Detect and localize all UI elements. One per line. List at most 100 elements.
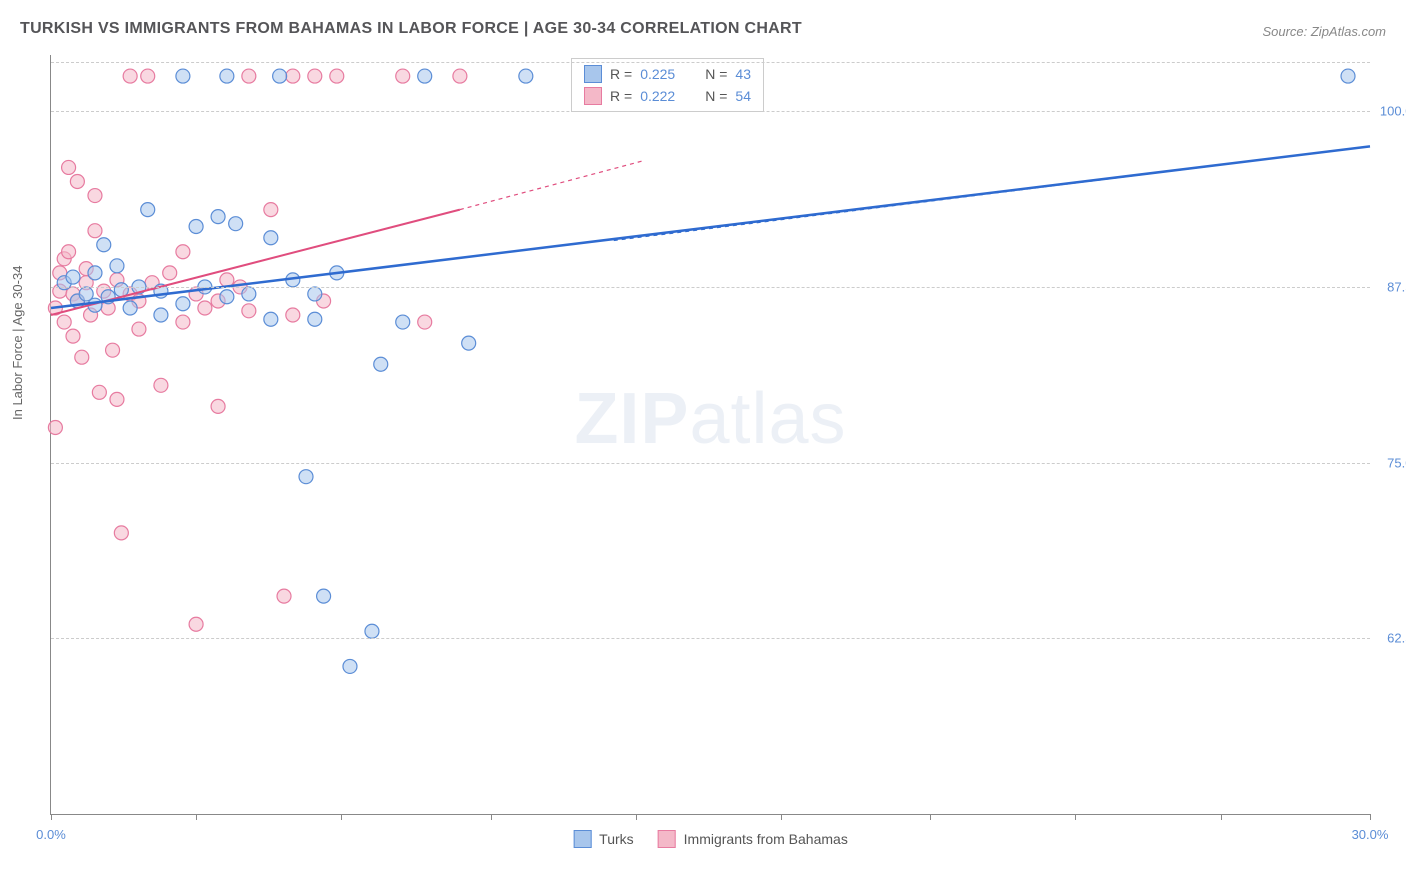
- scatter-point: [141, 203, 155, 217]
- y-tick-label: 62.5%: [1387, 631, 1406, 646]
- legend-n-value: 43: [735, 66, 751, 82]
- legend-label: Turks: [599, 831, 633, 847]
- scatter-point: [317, 589, 331, 603]
- scatter-point: [88, 189, 102, 203]
- y-tick-label: 75.0%: [1387, 455, 1406, 470]
- legend-row: R = 0.222 N = 54: [584, 85, 751, 107]
- scatter-point: [48, 420, 62, 434]
- plot-svg: [51, 55, 1370, 814]
- scatter-point: [374, 357, 388, 371]
- scatter-point: [229, 217, 243, 231]
- scatter-point: [66, 270, 80, 284]
- gridline: [51, 638, 1370, 639]
- x-tick: [636, 814, 637, 820]
- scatter-point: [97, 238, 111, 252]
- x-tick: [1075, 814, 1076, 820]
- scatter-point: [141, 69, 155, 83]
- regression-line-dashed: [460, 160, 645, 209]
- scatter-point: [62, 245, 76, 259]
- scatter-point: [286, 308, 300, 322]
- gridline: [51, 287, 1370, 288]
- y-tick-label: 87.5%: [1387, 279, 1406, 294]
- x-tick: [196, 814, 197, 820]
- scatter-point: [308, 69, 322, 83]
- legend-r-label: R =: [610, 88, 632, 104]
- scatter-point: [396, 69, 410, 83]
- x-tick: [491, 814, 492, 820]
- x-tick: [51, 814, 52, 820]
- legend-n-label: N =: [705, 88, 727, 104]
- scatter-point: [114, 526, 128, 540]
- gridline: [51, 463, 1370, 464]
- scatter-point: [176, 245, 190, 259]
- scatter-point: [176, 315, 190, 329]
- legend-row: R = 0.225 N = 43: [584, 63, 751, 85]
- scatter-point: [308, 287, 322, 301]
- legend-label: Immigrants from Bahamas: [684, 831, 848, 847]
- scatter-point: [453, 69, 467, 83]
- legend-item: Turks: [573, 830, 633, 848]
- legend-swatch: [573, 830, 591, 848]
- scatter-point: [88, 224, 102, 238]
- x-tick: [1370, 814, 1371, 820]
- scatter-point: [163, 266, 177, 280]
- scatter-point: [242, 287, 256, 301]
- scatter-point: [70, 175, 84, 189]
- x-tick: [930, 814, 931, 820]
- scatter-point: [418, 315, 432, 329]
- scatter-point: [176, 69, 190, 83]
- scatter-point: [57, 315, 71, 329]
- scatter-point: [198, 301, 212, 315]
- scatter-point: [1341, 69, 1355, 83]
- y-axis-label: In Labor Force | Age 30-34: [10, 266, 25, 420]
- scatter-point: [75, 350, 89, 364]
- scatter-point: [286, 69, 300, 83]
- x-tick-label: 0.0%: [36, 827, 66, 842]
- scatter-point: [273, 69, 287, 83]
- scatter-point: [242, 69, 256, 83]
- legend-swatch: [584, 87, 602, 105]
- legend-r-label: R =: [610, 66, 632, 82]
- scatter-point: [123, 301, 137, 315]
- x-tick-label: 30.0%: [1352, 827, 1389, 842]
- scatter-point: [519, 69, 533, 83]
- legend-r-value: 0.225: [640, 66, 675, 82]
- gridline: [51, 111, 1370, 112]
- scatter-point: [264, 312, 278, 326]
- scatter-point: [123, 69, 137, 83]
- scatter-point: [396, 315, 410, 329]
- x-tick: [1221, 814, 1222, 820]
- legend-series: Turks Immigrants from Bahamas: [573, 830, 848, 848]
- scatter-point: [211, 399, 225, 413]
- scatter-point: [66, 329, 80, 343]
- scatter-point: [264, 203, 278, 217]
- scatter-point: [211, 210, 225, 224]
- scatter-point: [88, 266, 102, 280]
- legend-n-label: N =: [705, 66, 727, 82]
- scatter-point: [110, 259, 124, 273]
- scatter-point: [106, 343, 120, 357]
- scatter-point: [365, 624, 379, 638]
- scatter-point: [189, 219, 203, 233]
- legend-item: Immigrants from Bahamas: [658, 830, 848, 848]
- scatter-point: [220, 290, 234, 304]
- legend-swatch: [658, 830, 676, 848]
- legend-correlation: R = 0.225 N = 43 R = 0.222 N = 54: [571, 58, 764, 112]
- scatter-point: [308, 312, 322, 326]
- chart-container: TURKISH VS IMMIGRANTS FROM BAHAMAS IN LA…: [0, 0, 1406, 892]
- scatter-point: [462, 336, 476, 350]
- scatter-point: [220, 69, 234, 83]
- legend-r-value: 0.222: [640, 88, 675, 104]
- scatter-point: [242, 304, 256, 318]
- scatter-point: [418, 69, 432, 83]
- legend-swatch: [584, 65, 602, 83]
- y-tick-label: 100.0%: [1380, 104, 1406, 119]
- scatter-point: [110, 392, 124, 406]
- scatter-point: [92, 385, 106, 399]
- scatter-point: [62, 160, 76, 174]
- legend-n-value: 54: [735, 88, 751, 104]
- scatter-point: [154, 378, 168, 392]
- scatter-point: [264, 231, 278, 245]
- scatter-point: [189, 617, 203, 631]
- chart-title: TURKISH VS IMMIGRANTS FROM BAHAMAS IN LA…: [20, 20, 802, 38]
